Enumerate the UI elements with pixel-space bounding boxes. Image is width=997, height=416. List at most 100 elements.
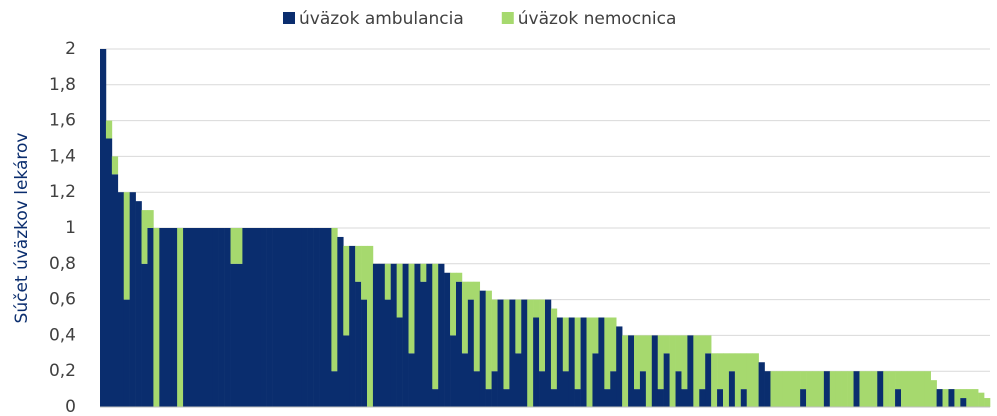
- bar-segment: [634, 389, 641, 407]
- bar-segment: [521, 299, 528, 407]
- bar-segment: [592, 353, 599, 407]
- bar-segment: [515, 353, 522, 407]
- bar-segment: [675, 335, 682, 372]
- bar-segment: [461, 281, 469, 354]
- bar-segment: [337, 236, 344, 407]
- legend-swatch: [501, 12, 514, 24]
- bar-segment: [639, 371, 647, 407]
- bar-segment: [776, 371, 783, 407]
- bar-segment: [331, 228, 338, 372]
- bar-segment: [657, 389, 664, 407]
- legend-swatch: [283, 12, 295, 24]
- bar-segment: [592, 317, 599, 354]
- bar-segment: [414, 263, 421, 407]
- bar-segment: [711, 353, 718, 407]
- bar-segment: [562, 317, 570, 372]
- bar-segment: [895, 371, 902, 390]
- bar-segment: [473, 371, 481, 407]
- bar-segment: [728, 371, 736, 407]
- bar-segment: [384, 263, 392, 300]
- bar-segment: [105, 120, 113, 139]
- bar-segment: [918, 371, 926, 407]
- bar-segment: [278, 228, 285, 407]
- bar-segment: [467, 281, 475, 300]
- bar-segment: [936, 389, 943, 407]
- bar-segment: [485, 389, 492, 407]
- y-tick-label: 1,8: [49, 75, 76, 95]
- bar-segment: [396, 263, 403, 318]
- bar-segment: [283, 228, 291, 407]
- bar-segment: [728, 353, 736, 372]
- bar-segment: [378, 263, 386, 407]
- bar-segment: [966, 389, 973, 407]
- bar-segment: [355, 245, 362, 282]
- y-tick-label: 0,4: [49, 325, 76, 345]
- bar-segment: [604, 389, 611, 407]
- bar-segment: [177, 228, 184, 407]
- bar-segment: [906, 371, 914, 407]
- bar-segment: [817, 371, 825, 407]
- bar-segment: [272, 228, 279, 407]
- bar-segment: [230, 228, 237, 264]
- bar-segment: [444, 272, 451, 407]
- bar-segment: [871, 371, 878, 407]
- bar-segment: [699, 335, 706, 390]
- bar-segment: [622, 335, 629, 407]
- bar-segment: [533, 299, 540, 318]
- bar-segment: [218, 228, 225, 407]
- bar-segment: [960, 398, 967, 407]
- bar-segment: [616, 326, 623, 407]
- bar-segment: [687, 335, 694, 407]
- bar-segment: [734, 353, 742, 407]
- bar-segment: [515, 299, 522, 354]
- bar-segment: [503, 299, 510, 390]
- bar-segment: [361, 245, 368, 300]
- bar-segment: [806, 371, 813, 407]
- bar-segment: [550, 389, 558, 407]
- bar-segment: [693, 335, 700, 407]
- bar-segment: [100, 49, 107, 407]
- bar-segment: [663, 335, 670, 354]
- bar-segment: [254, 228, 261, 407]
- bar-segment: [456, 281, 463, 407]
- bar-segment: [853, 371, 860, 407]
- bar-segment: [586, 317, 593, 407]
- bar-segment: [539, 299, 546, 372]
- bar-segment: [473, 281, 481, 372]
- bar-segment: [147, 228, 154, 407]
- bar-segment: [681, 389, 688, 407]
- bar-segment: [105, 138, 113, 407]
- bar-segment: [509, 299, 516, 407]
- bar-segment: [319, 228, 326, 407]
- bar-segment: [426, 263, 433, 407]
- bar-segment: [349, 245, 356, 407]
- bar-segment: [889, 371, 896, 407]
- bar-segment: [978, 392, 985, 407]
- bar-segment: [295, 228, 303, 407]
- bar-segment: [717, 389, 724, 407]
- y-tick-label: 0,8: [49, 254, 76, 274]
- bar-segment: [723, 353, 730, 407]
- bar-segment: [948, 389, 955, 407]
- bar-segment: [800, 371, 807, 390]
- bar-segment: [390, 263, 397, 407]
- bar-segment: [550, 308, 558, 390]
- bar-segment: [135, 201, 142, 407]
- y-tick-label: 0,2: [49, 361, 76, 381]
- bar-segment: [432, 389, 439, 407]
- bar-segment: [266, 228, 273, 407]
- bar-segment: [165, 228, 172, 407]
- bar-segment: [883, 371, 890, 407]
- bar-segment: [628, 335, 635, 407]
- y-tick-label: 1,2: [49, 182, 76, 202]
- bar-segment: [533, 317, 540, 407]
- bar-segment: [788, 371, 795, 407]
- bar-segment: [384, 299, 392, 407]
- bar-segment: [236, 263, 243, 407]
- bar-segment: [942, 389, 949, 407]
- bar-segment: [812, 371, 819, 407]
- bar-segment: [236, 228, 243, 264]
- bar-segment: [705, 353, 712, 407]
- bar-segment: [461, 353, 469, 407]
